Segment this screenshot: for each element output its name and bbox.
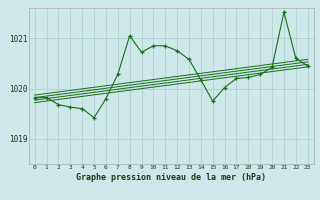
X-axis label: Graphe pression niveau de la mer (hPa): Graphe pression niveau de la mer (hPa) <box>76 173 266 182</box>
